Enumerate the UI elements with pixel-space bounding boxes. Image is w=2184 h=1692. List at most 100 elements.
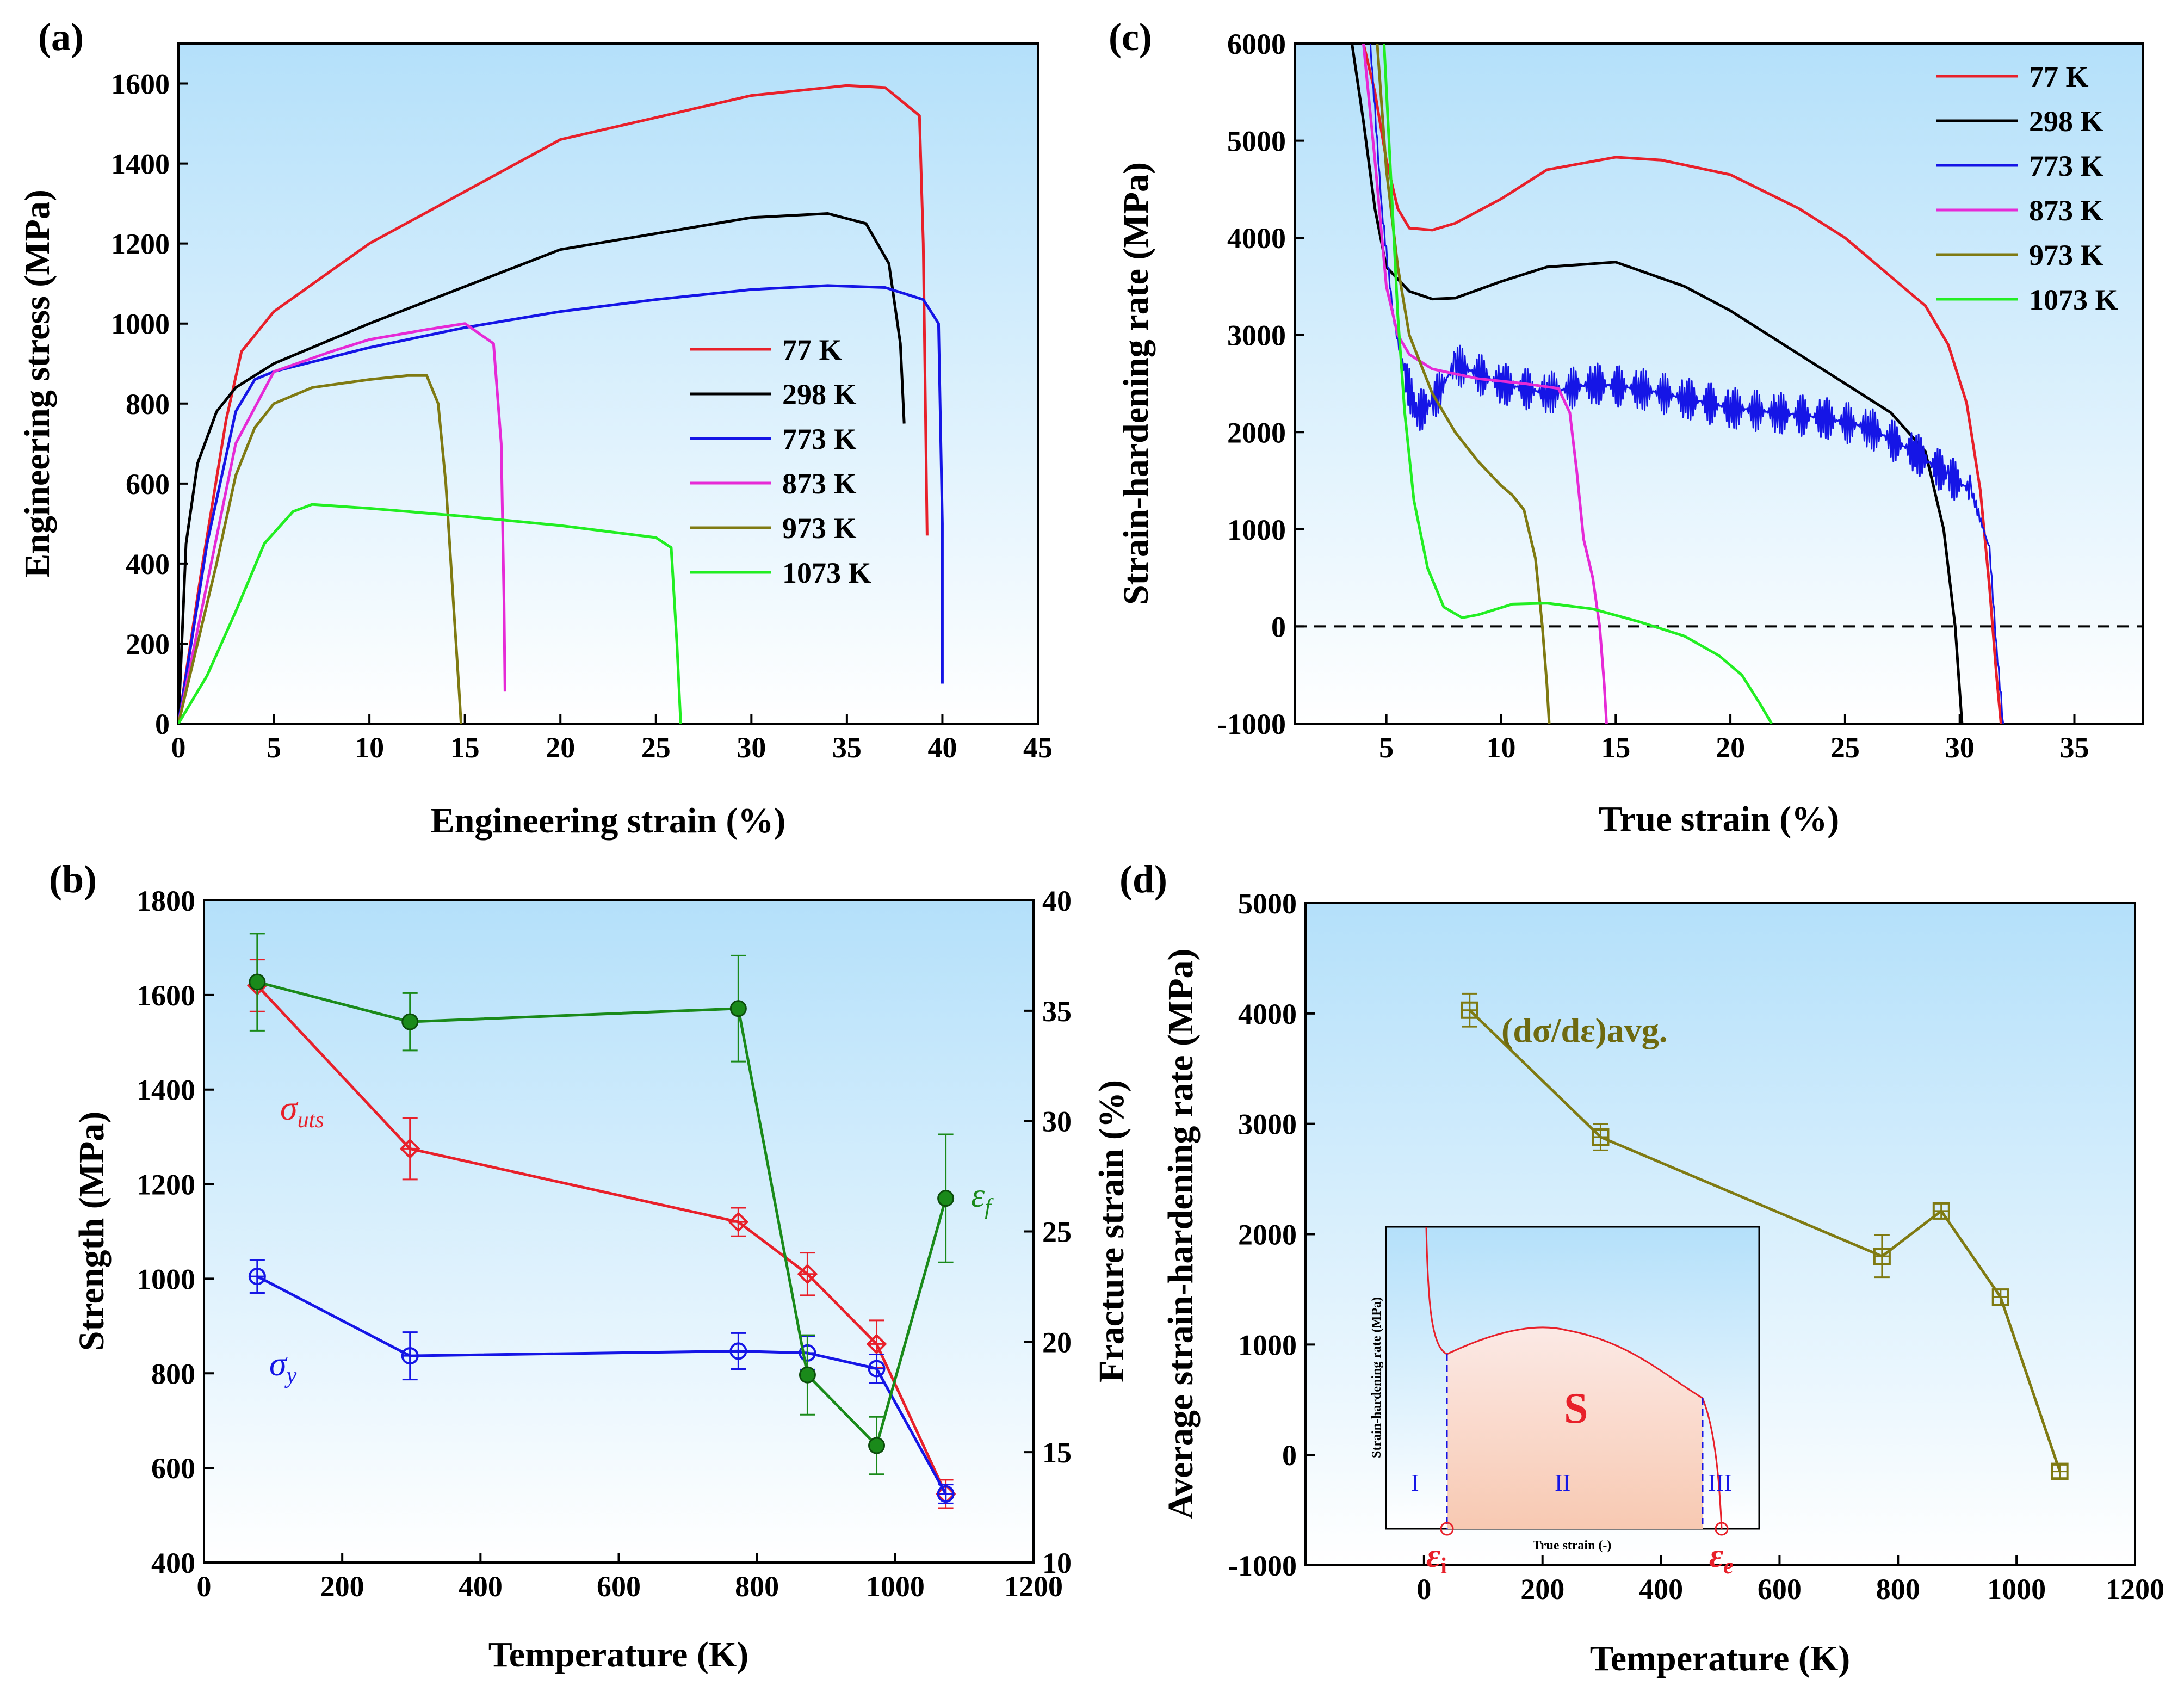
plot-area-b — [203, 899, 1035, 1564]
series-line-a-298-k — [178, 212, 906, 724]
x-tick-label-a: 5 — [267, 731, 281, 764]
panel-a-stress-strain: (a) 0 5 10 15 20 25 30 35 40 45 0 200 400 600 800 1000 1… — [17, 15, 1053, 841]
y-tick-label-c: 0 — [1271, 610, 1286, 643]
series-label-b-uts: σuts — [280, 1089, 324, 1133]
y-right-tick-label-b: 10 — [1042, 1547, 1072, 1579]
x-tick-label-c: 20 — [1716, 731, 1745, 764]
x-tick-label-b: 400 — [459, 1570, 503, 1603]
plot-area-c — [1294, 42, 2144, 725]
y-tick-label-d: 3000 — [1238, 1108, 1297, 1141]
legend-c: 77 K 298 K 773 K 873 K 973 K 1073 K — [1936, 60, 2118, 316]
y-right-tick-label-b: 20 — [1042, 1326, 1072, 1358]
legend-a: 77 K 298 K 773 K 873 K 973 K 1073 K — [690, 334, 871, 589]
x-axis-title-c: True strain (%) — [1599, 799, 1839, 839]
series-label-b-y: σy — [269, 1344, 297, 1388]
data-point-b-uts — [399, 1138, 420, 1159]
x-tick-label-a: 0 — [171, 731, 186, 764]
panel-label-b: (b) — [49, 857, 97, 901]
x-tick-label-b: 1000 — [866, 1570, 925, 1603]
series-label-sub-b: uts — [298, 1108, 324, 1133]
legend-label-c-77-k: 77 K — [2029, 60, 2089, 93]
inset-region-label: S — [1564, 1385, 1588, 1432]
y-tick-label-a: 1400 — [111, 148, 170, 181]
x-axis-title-a: Engineering strain (%) — [431, 801, 786, 841]
annotation-avg-hardening: (dσ/dε)avg. — [1501, 1011, 1668, 1049]
series-line-a-1073-k — [178, 503, 682, 724]
legend-label-c-773-k: 773 K — [2029, 150, 2103, 182]
x-tick-label-c: 10 — [1486, 731, 1515, 764]
y-tick-label-b: 800 — [151, 1357, 195, 1390]
series-group-c — [1295, 44, 2143, 724]
y-tick-label-b: 1600 — [137, 979, 195, 1012]
legend-label-a-1073-k: 1073 K — [782, 557, 871, 589]
series-line-b-uts — [256, 984, 947, 1495]
series-line-c-973-k — [1376, 44, 1551, 724]
data-point-b-f — [249, 973, 266, 991]
y-tick-label-d: 2000 — [1238, 1219, 1297, 1251]
legend-label-a-773-k: 773 K — [782, 423, 857, 455]
inset-y-label: Strain-hardening rate (MPa) — [1370, 1297, 1384, 1458]
y-axis-title-a: Engineering stress (MPa) — [17, 189, 57, 578]
series-line-c-773-k — [1369, 44, 2004, 724]
panel-label-d: (d) — [1119, 857, 1167, 901]
series-group-a — [178, 84, 944, 724]
y-axis-title-c: Strain-hardening rate (MPa) — [1116, 162, 1156, 605]
data-point-b-uts — [797, 1263, 818, 1285]
x-tick-label-d: 0 — [1416, 1573, 1431, 1605]
y-tick-label-c: 4000 — [1227, 222, 1286, 255]
inset-x-label: True strain (-) — [1533, 1539, 1612, 1553]
inset-stage-3: III — [1708, 1469, 1732, 1496]
panel-label-c: (c) — [1109, 15, 1152, 59]
inset-region-fill — [1447, 1327, 1703, 1529]
panel-label-a: (a) — [38, 15, 84, 59]
y-tick-label-a: 400 — [126, 548, 170, 581]
x-tick-label-c: 15 — [1601, 731, 1630, 764]
y-tick-label-a: 1000 — [111, 308, 170, 341]
series-line-a-873-k — [178, 322, 506, 724]
x-tick-label-c: 30 — [1945, 731, 1975, 764]
y-tick-label-a: 1600 — [111, 68, 170, 101]
ticks-c: 5 10 15 20 25 30 35 -1000 0 1000 2000 3000 4000 5000 6… — [1217, 28, 2089, 764]
legend-label-a-973-k: 973 K — [782, 512, 857, 545]
x-axis-title-b: Temperature (K) — [488, 1635, 748, 1675]
x-tick-label-a: 35 — [832, 731, 862, 764]
y-right-tick-label-b: 15 — [1042, 1436, 1072, 1469]
inset-label-epsilon-e: εe — [1709, 1536, 1734, 1579]
data-point-b-f — [729, 1000, 747, 1017]
series-label-main-b: ε — [971, 1176, 985, 1214]
y-tick-label-d: -1000 — [1228, 1549, 1297, 1582]
y-tick-label-a: 200 — [126, 628, 170, 660]
x-tick-label-b: 600 — [597, 1570, 641, 1603]
legend-label-c-973-k: 973 K — [2029, 239, 2103, 271]
x-tick-label-a: 20 — [546, 731, 575, 764]
panel-d-average-hardening: (d) 0 200 400 600 800 1000 1200 -1000 0 1000 2000 3… — [1119, 857, 2164, 1678]
y-tick-label-c: -1000 — [1217, 708, 1286, 740]
series-line-b-y — [256, 1275, 947, 1495]
legend-label-a-298-k: 298 K — [782, 378, 857, 411]
series-line-c-873-k — [1362, 44, 1608, 724]
y-tick-label-b: 400 — [151, 1547, 195, 1579]
series-line-c-1073-k — [1382, 44, 1773, 724]
y-tick-label-b: 600 — [151, 1452, 195, 1485]
x-tick-label-a: 10 — [355, 731, 384, 764]
y-tick-label-c: 6000 — [1227, 28, 1286, 60]
x-tick-label-a: 25 — [641, 731, 671, 764]
y-tick-label-a: 800 — [126, 388, 170, 421]
series-label-main-b: σ — [280, 1089, 299, 1127]
ticks-d: 0 200 400 600 800 1000 1200 -1000 0 1000 2000 3000 4… — [1228, 887, 2164, 1605]
x-tick-label-d: 600 — [1758, 1573, 1802, 1605]
legend-label-c-873-k: 873 K — [2029, 194, 2103, 227]
series-label-sub-b: y — [284, 1363, 297, 1388]
ticks-b: 0 200 400 600 800 1000 1200 400 600 800 1000 1200 14… — [137, 885, 1072, 1603]
x-tick-label-b: 0 — [197, 1570, 212, 1603]
data-point-b-f — [937, 1190, 955, 1207]
y-tick-label-c: 3000 — [1227, 319, 1286, 352]
x-axis-title-d: Temperature (K) — [1590, 1639, 1850, 1678]
y-tick-label-b: 1000 — [137, 1263, 195, 1295]
x-tick-label-d: 400 — [1639, 1573, 1683, 1605]
y-tick-label-c: 5000 — [1227, 125, 1286, 158]
inset-label-epsilon-i: εi — [1426, 1536, 1447, 1579]
y-tick-label-b: 1400 — [137, 1074, 195, 1107]
